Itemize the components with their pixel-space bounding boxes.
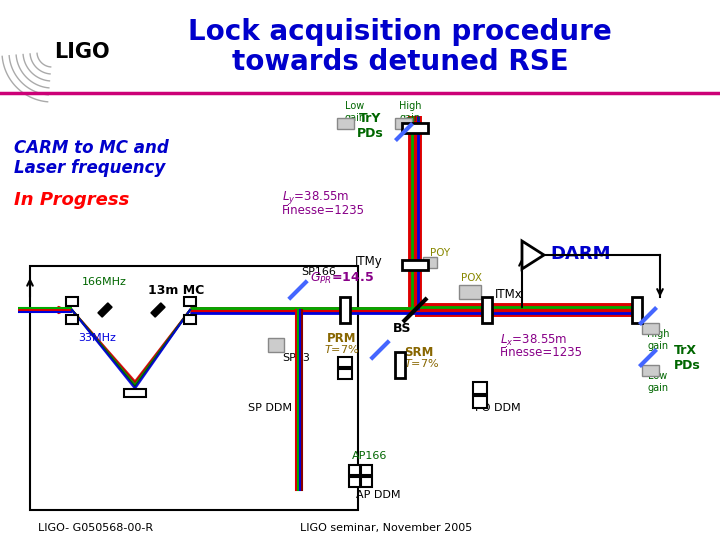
Bar bbox=[30, 266, 358, 510]
Bar bbox=[395, 352, 405, 378]
Text: 13m MC: 13m MC bbox=[148, 284, 204, 296]
Text: LIGO seminar, November 2005: LIGO seminar, November 2005 bbox=[300, 523, 472, 533]
Bar bbox=[361, 465, 372, 475]
Text: SP DDM: SP DDM bbox=[248, 403, 292, 413]
Text: In Progress: In Progress bbox=[14, 191, 130, 209]
Text: $L_x$=38.55m: $L_x$=38.55m bbox=[500, 333, 567, 348]
Text: TrX
PDs: TrX PDs bbox=[674, 344, 701, 372]
Text: CARM to MC and: CARM to MC and bbox=[14, 139, 168, 157]
Bar bbox=[402, 123, 428, 133]
Text: High
gain: High gain bbox=[399, 101, 421, 123]
Text: 166MHz: 166MHz bbox=[82, 277, 127, 287]
Bar bbox=[268, 338, 284, 352]
Text: POX: POX bbox=[461, 273, 482, 283]
Bar bbox=[473, 396, 487, 408]
Text: Lock acquisition procedure: Lock acquisition procedure bbox=[188, 18, 612, 46]
Bar bbox=[402, 260, 428, 270]
Text: ITMx: ITMx bbox=[495, 288, 523, 301]
Bar bbox=[337, 118, 354, 129]
Bar bbox=[348, 477, 359, 487]
Text: $T$=7%: $T$=7% bbox=[404, 357, 439, 369]
Bar bbox=[184, 296, 196, 306]
Bar bbox=[482, 297, 492, 323]
Bar bbox=[338, 357, 352, 367]
Polygon shape bbox=[98, 303, 112, 317]
Bar bbox=[361, 477, 372, 487]
Bar bbox=[348, 465, 359, 475]
Text: Finesse=1235: Finesse=1235 bbox=[500, 347, 583, 360]
Text: PO DDM: PO DDM bbox=[475, 403, 521, 413]
Text: High
gain: High gain bbox=[647, 329, 670, 351]
Text: SP33: SP33 bbox=[282, 353, 310, 363]
Text: ITMy: ITMy bbox=[355, 254, 383, 267]
Text: Finesse=1235: Finesse=1235 bbox=[282, 204, 365, 217]
Text: TrY
PDs: TrY PDs bbox=[356, 112, 383, 140]
Polygon shape bbox=[522, 241, 544, 269]
Bar bbox=[473, 382, 487, 394]
Bar bbox=[340, 297, 350, 323]
Bar bbox=[459, 285, 481, 299]
Text: SP166: SP166 bbox=[301, 267, 336, 277]
Text: PRM: PRM bbox=[328, 332, 356, 345]
Bar bbox=[66, 296, 78, 306]
Text: POY: POY bbox=[430, 248, 450, 258]
Text: $L_y$=38.55m: $L_y$=38.55m bbox=[282, 190, 349, 206]
Text: 33MHz: 33MHz bbox=[78, 333, 116, 343]
Text: towards detuned RSE: towards detuned RSE bbox=[232, 48, 568, 76]
Bar bbox=[395, 118, 412, 129]
Text: Low
gain: Low gain bbox=[647, 371, 669, 393]
Text: BS: BS bbox=[393, 321, 412, 334]
Bar bbox=[338, 369, 352, 379]
Bar bbox=[184, 314, 196, 323]
Bar bbox=[642, 365, 659, 376]
Bar bbox=[66, 314, 78, 323]
Bar bbox=[642, 323, 659, 334]
Text: AP166: AP166 bbox=[352, 451, 387, 461]
Text: DARM: DARM bbox=[550, 245, 611, 263]
Text: AP DDM: AP DDM bbox=[356, 490, 400, 500]
Text: Low
gain: Low gain bbox=[344, 101, 366, 123]
Text: 4: 4 bbox=[527, 250, 533, 260]
Text: LIGO: LIGO bbox=[54, 42, 110, 62]
Text: $G_{PR}$=14.5: $G_{PR}$=14.5 bbox=[310, 271, 374, 286]
Text: LIGO- G050568-00-R: LIGO- G050568-00-R bbox=[38, 523, 153, 533]
Polygon shape bbox=[151, 303, 165, 317]
Text: Laser frequency: Laser frequency bbox=[14, 159, 166, 177]
Bar bbox=[124, 389, 146, 397]
Bar bbox=[632, 297, 642, 323]
Text: $T$=7%: $T$=7% bbox=[325, 343, 359, 355]
Text: SRM: SRM bbox=[404, 346, 433, 359]
Bar bbox=[423, 257, 437, 268]
